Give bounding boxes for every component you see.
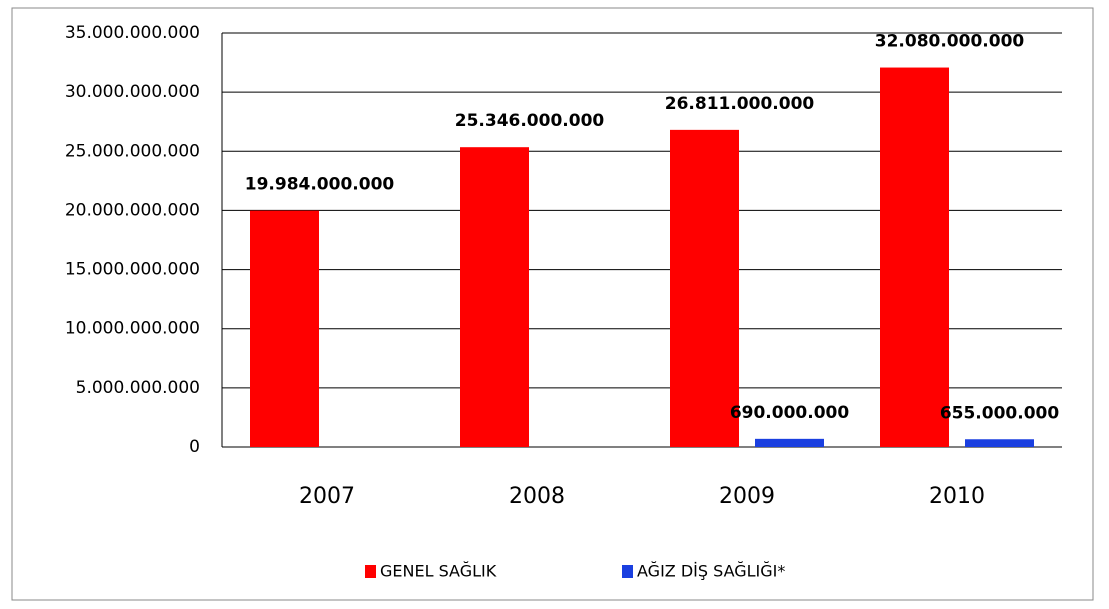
bar [250,210,319,447]
y-tick-label: 30.000.000.000 [65,82,200,102]
y-tick-label: 15.000.000.000 [65,260,200,280]
y-tick-label: 5.000.000.000 [76,378,200,398]
bar [965,439,1034,447]
legend-swatch [622,565,633,578]
value-label: 25.346.000.000 [455,111,605,131]
y-tick-label: 10.000.000.000 [65,319,200,339]
value-label: 26.811.000.000 [665,94,815,114]
bar [670,129,739,447]
bar [460,147,529,447]
value-label: 19.984.000.000 [245,175,395,195]
y-tick-label: 0 [189,437,200,457]
x-tick-label: 2009 [719,484,775,509]
x-tick-label: 2010 [929,484,985,509]
bar [880,67,949,447]
y-tick-label: 20.000.000.000 [65,200,200,220]
y-tick-label: 35.000.000.000 [65,23,200,43]
value-label: 655.000.000 [940,403,1060,423]
bar [755,438,824,447]
value-label: 32.080.000.000 [875,32,1025,52]
x-tick-label: 2008 [509,484,565,509]
value-label: 690.000.000 [730,403,850,423]
legend-label: AĞIZ DİŞ SAĞLIĞI* [637,562,785,581]
x-tick-label: 2007 [299,484,355,509]
y-tick-label: 25.000.000.000 [65,141,200,161]
legend-swatch [365,565,376,578]
legend-label: GENEL SAĞLIK [380,562,497,581]
